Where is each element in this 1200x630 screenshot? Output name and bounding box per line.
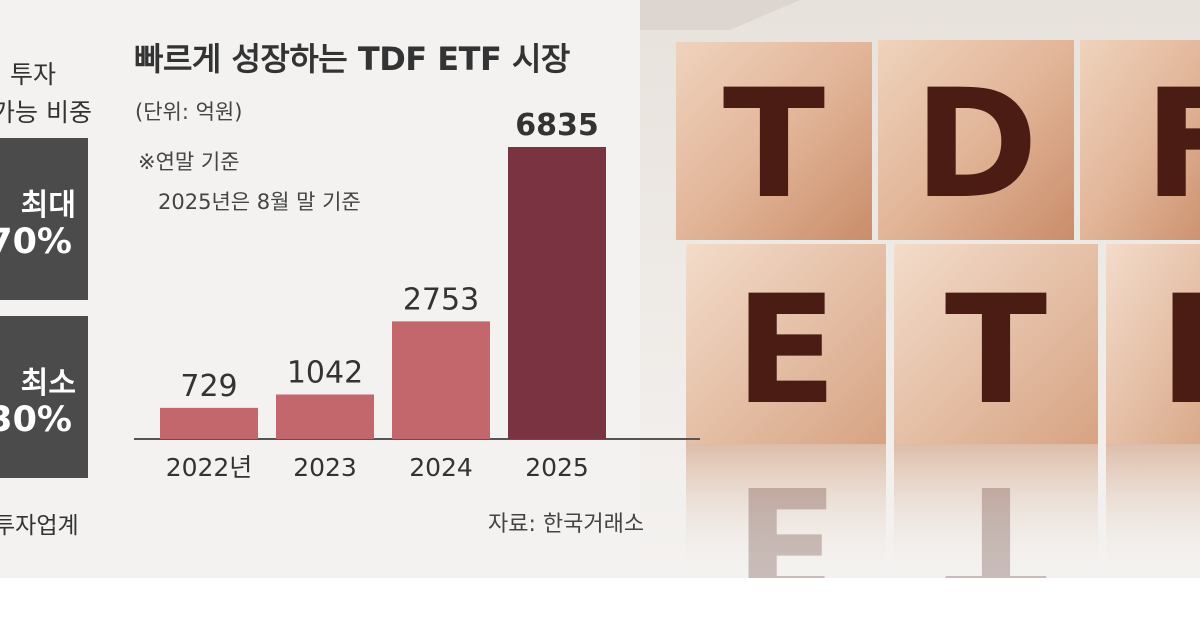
bar-2 [392,321,490,439]
max-value: 70% [0,222,72,262]
left-panel-title: 투자 가능 비중 [0,56,92,132]
left-title-line1: 투자 [10,60,57,89]
bar-3 [508,147,606,439]
photo-letter-t2: T [945,264,1047,438]
min-label: 최소 [20,366,76,401]
photo-letter-t: T [723,58,825,232]
max-ratio-box: 최대 70% [0,138,88,300]
bar-1 [276,394,374,439]
data-label-1: 1042 [287,355,363,390]
min-ratio-box: 최소 30% [0,316,88,478]
max-label: 최대 [20,188,76,223]
min-value: 30% [0,400,72,440]
photo-letter-d: D [914,58,1039,232]
chart-source: 자료: 한국거래소 [488,512,645,537]
infographic-canvas: 투자 가능 비중 최대 70% 최소 30% 투자업계 [0,0,1200,578]
photo-reflection-e: E [735,452,837,578]
photo-letter-e: E [735,264,837,438]
left-title-line2: 가능 비중 [0,98,92,127]
data-label-0: 729 [180,369,237,404]
chart-note-year-end: ※연말 기준 [138,150,240,174]
data-label-3: 6835 [515,108,599,143]
x-tick-label-3: 2025 [525,453,589,482]
chart-note-2025: 2025년은 8월 말 기준 [158,190,361,214]
photo-letter-f2: F [1159,264,1200,438]
x-tick-label-0: 2022년 [166,453,253,482]
chart-unit: (단위: 억원) [135,100,243,124]
chart-title: 빠르게 성장하는 TDF ETF 시장 [134,40,570,78]
left-source: 투자업계 [0,513,79,539]
data-label-2: 2753 [403,282,479,317]
x-tick-label-2: 2024 [409,453,473,482]
tdf-etf-bar-chart: 729 2022년 1042 2023 2753 2024 6835 2025 [134,108,700,482]
photo-letter-f: F [1144,58,1200,232]
x-tick-label-1: 2023 [293,453,357,482]
photo-reflection-t: T [945,452,1047,578]
bar-0 [160,407,258,439]
tdf-etf-blocks-photo: T D F E T F E T [640,0,1200,578]
